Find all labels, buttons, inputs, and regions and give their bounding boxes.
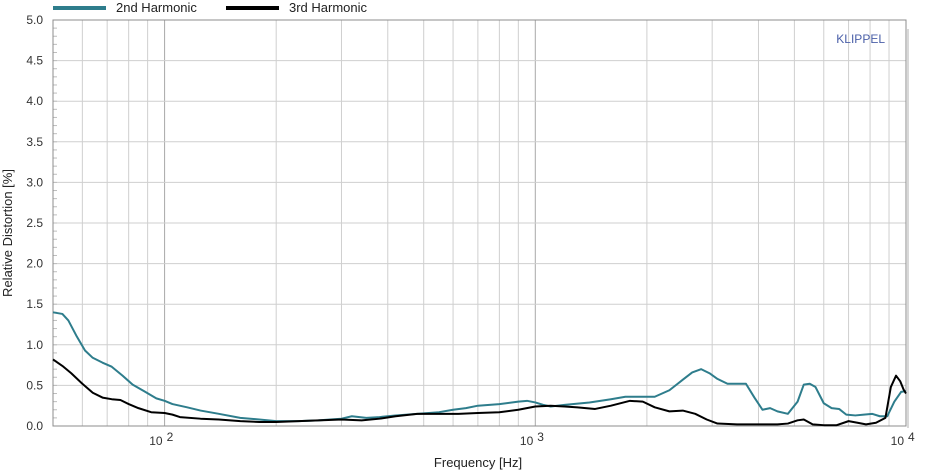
grid	[52, 19, 906, 427]
y-tick-label: 2.5	[26, 216, 43, 230]
x-tick-exponent: 3	[537, 430, 544, 444]
legend: 2nd Harmonic 3rd Harmonic	[53, 0, 368, 15]
y-tick-label: 2.0	[26, 257, 43, 271]
x-tick-label: 10 2	[149, 430, 173, 448]
y-tick-label: 3.0	[26, 175, 43, 189]
legend-label: 3rd Harmonic	[289, 0, 368, 15]
y-tick-label: 1.0	[26, 338, 43, 352]
y-tick-label: 5.0	[26, 13, 43, 27]
plot-area-border	[52, 19, 907, 427]
series-3rd-harmonic-line	[52, 358, 907, 427]
series-lines	[52, 311, 907, 427]
y-axis-title: Relative Distortion [%]	[0, 169, 15, 297]
plot-frame	[52, 19, 909, 428]
x-tick-base: 10	[149, 434, 163, 448]
y-tick-label: 1.5	[26, 297, 43, 311]
legend-item: 3rd Harmonic	[226, 0, 368, 15]
y-tick-label: 0.0	[26, 419, 43, 433]
klippel-watermark: KLIPPEL	[836, 32, 885, 46]
series-2nd-harmonic-line	[52, 311, 907, 423]
x-tick-label: 10 3	[520, 430, 544, 448]
x-tick-label: 10 4	[891, 430, 915, 448]
legend-label: 2nd Harmonic	[116, 0, 197, 15]
y-tick-label: 4.5	[26, 54, 43, 68]
y-tick-labels: 0.0 0.5 1.0 1.5 2.0 2.5 3.0 3.5 4.0 4.5 5.0	[26, 13, 43, 433]
x-axis-title: Frequency [Hz]	[434, 455, 522, 470]
x-tick-labels: 10 2 10 3 10 4	[149, 430, 915, 448]
y-tick-label: 0.5	[26, 378, 43, 392]
y-tick-label: 4.0	[26, 94, 43, 108]
y-tick-label: 3.5	[26, 135, 43, 149]
x-tick-base: 10	[891, 434, 905, 448]
x-tick-exponent: 2	[167, 430, 174, 444]
x-tick-base: 10	[520, 434, 534, 448]
legend-item: 2nd Harmonic	[53, 0, 197, 15]
x-tick-exponent: 4	[908, 430, 915, 444]
